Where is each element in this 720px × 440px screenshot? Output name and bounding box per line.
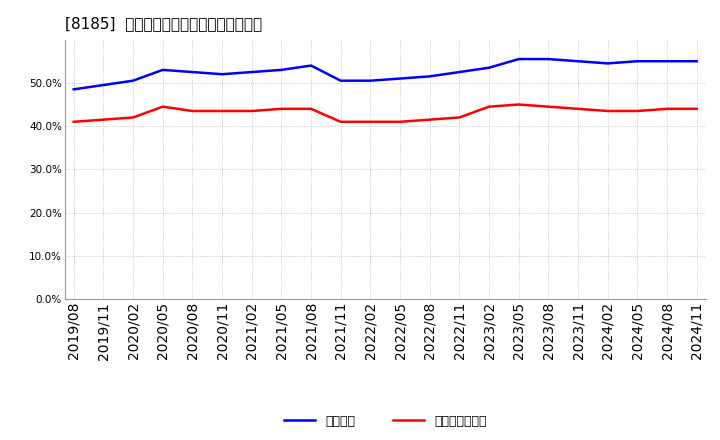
固定長期適合率 [307,106,315,111]
固定長期適合率 [158,104,167,109]
固定比率 [129,78,138,83]
固定比率 [603,61,612,66]
固定比率 [693,59,701,64]
固定比率 [99,82,108,88]
固定比率 [217,72,226,77]
固定比率 [633,59,642,64]
固定長期適合率 [514,102,523,107]
固定比率 [455,70,464,75]
固定比率 [188,70,197,75]
固定比率 [158,67,167,73]
固定比率 [485,65,493,70]
固定長期適合率 [129,115,138,120]
固定比率 [574,59,582,64]
固定長期適合率 [574,106,582,111]
固定比率 [426,74,434,79]
固定長期適合率 [693,106,701,111]
固定長期適合率 [69,119,78,125]
固定長期適合率 [99,117,108,122]
Line: 固定比率: 固定比率 [73,59,697,89]
固定長期適合率 [544,104,553,109]
固定比率 [662,59,671,64]
固定長期適合率 [217,108,226,114]
固定比率 [248,70,256,75]
固定比率 [69,87,78,92]
固定長期適合率 [366,119,374,125]
Legend: 固定比率, 固定長期適合率: 固定比率, 固定長期適合率 [284,415,487,428]
固定長期適合率 [277,106,286,111]
固定長期適合率 [485,104,493,109]
固定比率 [544,56,553,62]
固定長期適合率 [396,119,405,125]
固定長期適合率 [336,119,345,125]
Text: [8185]  固定比率、固定長期適合率の推移: [8185] 固定比率、固定長期適合率の推移 [65,16,262,32]
Line: 固定長期適合率: 固定長期適合率 [73,104,697,122]
固定比率 [336,78,345,83]
固定長期適合率 [248,108,256,114]
固定比率 [307,63,315,68]
固定長期適合率 [455,115,464,120]
固定比率 [366,78,374,83]
固定比率 [277,67,286,73]
固定比率 [396,76,405,81]
固定長期適合率 [603,108,612,114]
固定長期適合率 [633,108,642,114]
固定比率 [514,56,523,62]
固定長期適合率 [188,108,197,114]
固定長期適合率 [426,117,434,122]
固定長期適合率 [662,106,671,111]
